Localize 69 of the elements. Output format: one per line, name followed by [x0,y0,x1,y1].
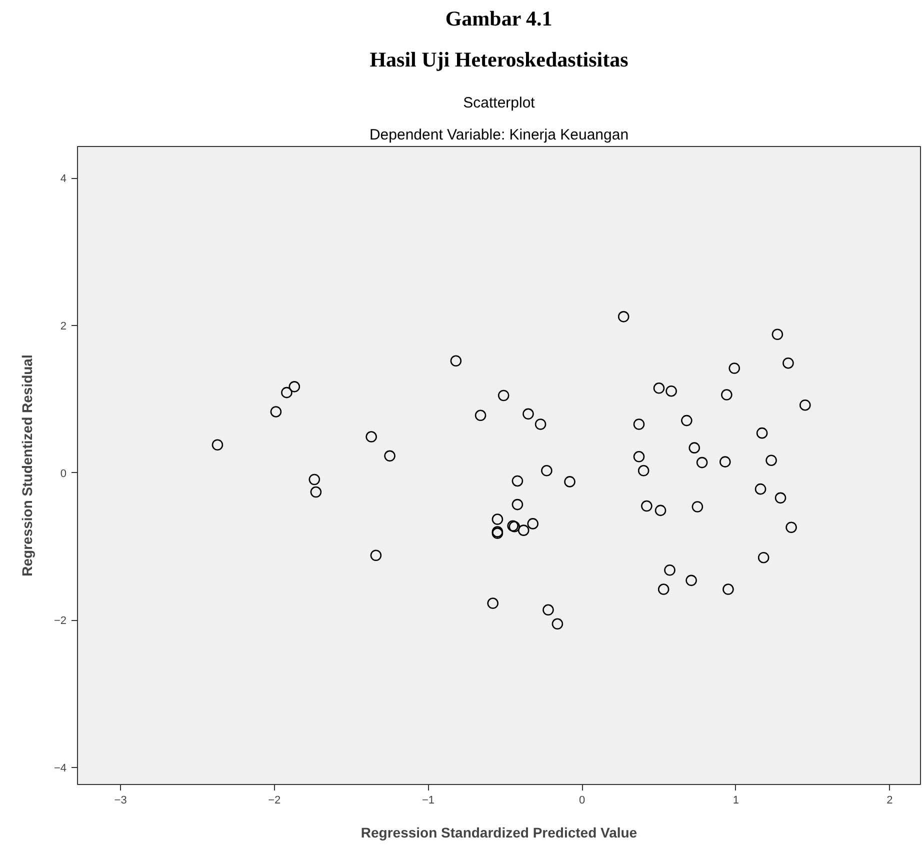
x-axis-title: Regression Standardized Predicted Value [360,824,638,840]
point [512,475,524,487]
point [527,518,538,530]
x-tick-label: 0 [579,794,586,806]
point [766,454,777,466]
point [618,311,630,322]
point [281,386,292,398]
chart-title: Gambar 4.1 [445,6,552,30]
point [688,442,700,454]
y-axis-title: Regression Studentized Residual [18,354,35,576]
point [552,618,564,630]
point [288,381,300,392]
point [518,524,530,536]
y-tick-label: 4 [60,173,67,186]
y-tick-label: 0 [60,468,67,480]
point [542,604,554,616]
point [799,399,811,411]
point [782,357,794,369]
point [498,390,510,402]
point [487,598,498,609]
point [721,389,732,400]
point [728,362,740,374]
point [534,418,546,430]
point [686,574,697,586]
point [653,382,665,394]
point [450,355,462,367]
point [270,406,282,418]
point [756,427,768,439]
point [212,439,224,451]
point [522,408,534,420]
x-tick-label: −3 [114,794,127,806]
chart-subtitle: Hasil Uji Heteroskedastisitas [370,48,628,72]
y-tick-label: −2 [54,615,67,628]
point [492,514,504,525]
point [633,418,645,430]
point [754,483,766,495]
point [384,450,396,462]
point [774,492,786,504]
point [719,456,731,468]
point [681,414,692,426]
text: Scatterplot [463,94,536,112]
point [696,456,708,468]
y-tick-label: 2 [60,320,67,333]
point [641,500,652,512]
point [370,550,382,562]
point [658,584,670,595]
point [638,465,650,476]
point [758,552,770,564]
point [666,385,677,397]
point [366,431,377,442]
point [722,584,734,595]
point [633,451,645,462]
point [692,501,704,512]
point [786,522,797,534]
y-tick-label: −4 [54,762,67,775]
point [310,486,322,498]
text: Dependent Variable: Kinerja Keuangan [369,126,629,144]
x-tick-label: −2 [268,794,281,806]
point [474,410,486,422]
point [512,498,524,510]
point [772,328,784,340]
point [308,474,320,486]
x-tick-label: 1 [732,794,739,806]
point [564,476,576,488]
point [654,504,666,516]
x-tick-label: −1 [422,794,435,806]
point [664,564,676,576]
x-tick-label: 2 [886,794,893,806]
point [541,465,552,476]
